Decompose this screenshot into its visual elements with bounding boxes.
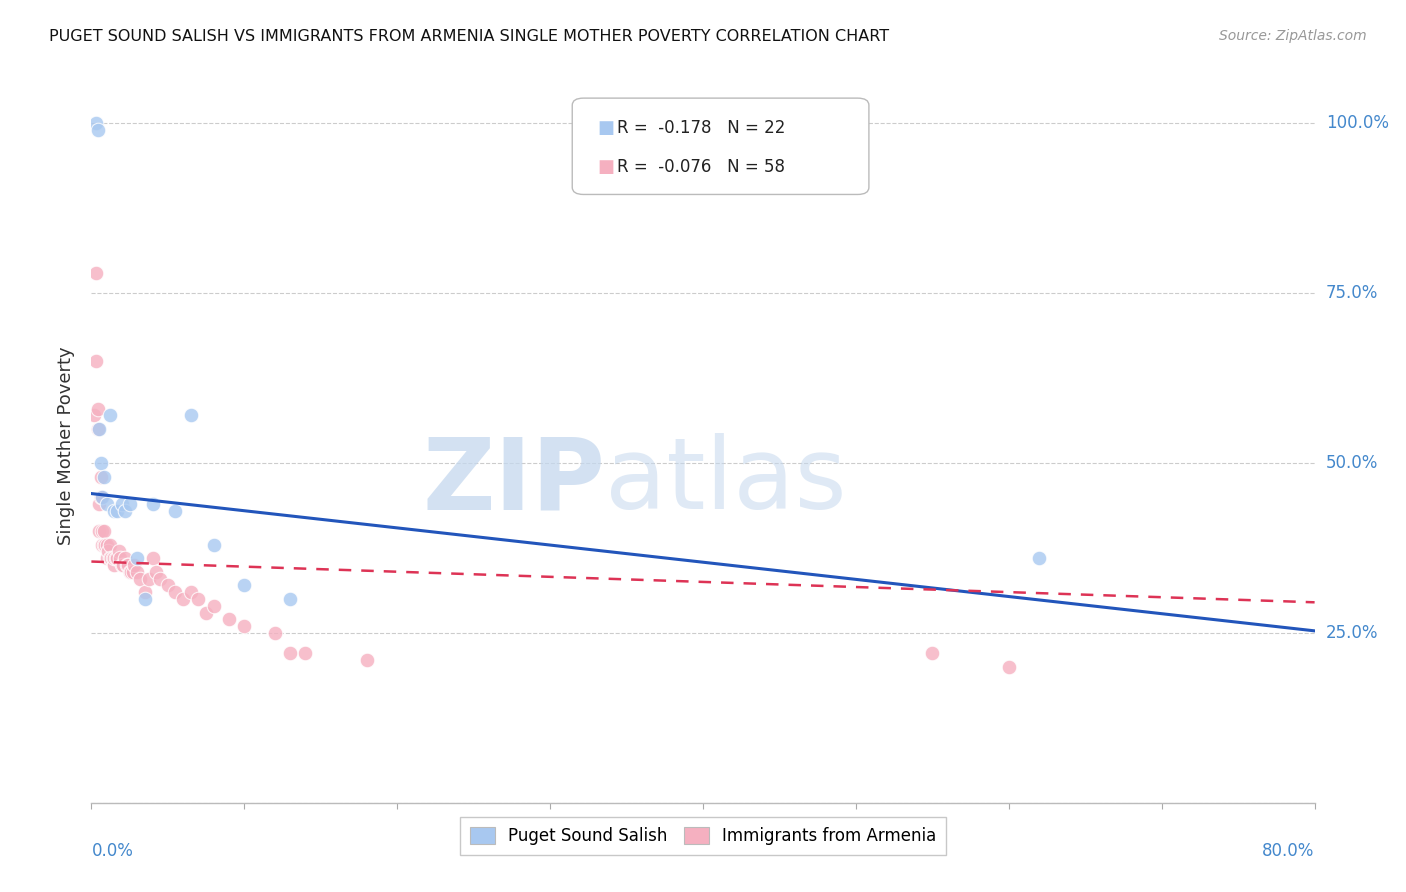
Point xyxy=(96,551,118,566)
Text: ■: ■ xyxy=(598,158,614,176)
Point xyxy=(134,585,156,599)
Point xyxy=(90,456,112,470)
Point xyxy=(84,354,107,368)
Point xyxy=(105,503,128,517)
Point xyxy=(112,558,135,572)
Point xyxy=(115,558,138,572)
Point xyxy=(180,409,202,423)
Point xyxy=(278,591,301,606)
Point xyxy=(111,558,134,572)
Text: 25.0%: 25.0% xyxy=(1326,624,1378,642)
Point xyxy=(1028,551,1050,566)
Point xyxy=(87,422,110,436)
Point xyxy=(120,565,142,579)
Point xyxy=(141,497,163,511)
Point xyxy=(114,551,136,566)
Point xyxy=(91,524,114,538)
Point xyxy=(233,619,256,633)
Point xyxy=(104,551,127,566)
Point xyxy=(202,537,225,551)
Point xyxy=(172,591,194,606)
Point xyxy=(86,123,108,137)
Text: R =  -0.178   N = 22: R = -0.178 N = 22 xyxy=(617,120,786,137)
Point xyxy=(96,497,118,511)
Point xyxy=(86,401,108,416)
Point xyxy=(90,490,112,504)
Point xyxy=(84,266,107,280)
Text: 100.0%: 100.0% xyxy=(1326,114,1389,132)
Point xyxy=(180,585,202,599)
Point xyxy=(127,565,149,579)
Point xyxy=(91,490,114,504)
Text: atlas: atlas xyxy=(605,434,846,530)
Point xyxy=(103,558,125,572)
Point xyxy=(921,646,943,660)
Point xyxy=(96,537,118,551)
Point xyxy=(138,572,160,586)
Point xyxy=(110,551,132,566)
Text: 50.0%: 50.0% xyxy=(1326,454,1378,472)
Point xyxy=(87,524,110,538)
Point xyxy=(141,551,163,566)
Point xyxy=(118,497,141,511)
Point xyxy=(165,585,187,599)
Point xyxy=(97,544,120,558)
Point xyxy=(105,551,128,566)
Point xyxy=(129,572,152,586)
Point xyxy=(83,409,105,423)
Point xyxy=(356,653,378,667)
Y-axis label: Single Mother Poverty: Single Mother Poverty xyxy=(58,347,76,545)
Point xyxy=(998,660,1021,674)
Point xyxy=(87,497,110,511)
Point xyxy=(121,565,143,579)
Point xyxy=(278,646,301,660)
Point xyxy=(118,565,141,579)
Text: ■: ■ xyxy=(598,120,614,137)
Point xyxy=(100,551,122,566)
Point xyxy=(202,599,225,613)
Point xyxy=(127,551,149,566)
Point xyxy=(156,578,179,592)
Text: 0.0%: 0.0% xyxy=(91,842,134,860)
Point xyxy=(233,578,256,592)
Text: 80.0%: 80.0% xyxy=(1263,842,1315,860)
Point xyxy=(98,537,121,551)
Point xyxy=(114,503,136,517)
Point xyxy=(122,558,145,572)
Text: PUGET SOUND SALISH VS IMMIGRANTS FROM ARMENIA SINGLE MOTHER POVERTY CORRELATION : PUGET SOUND SALISH VS IMMIGRANTS FROM AR… xyxy=(49,29,890,44)
Point xyxy=(103,503,125,517)
Point xyxy=(84,116,107,130)
Point xyxy=(264,626,287,640)
Text: ZIP: ZIP xyxy=(422,434,605,530)
Point xyxy=(90,469,112,483)
Legend: Puget Sound Salish, Immigrants from Armenia: Puget Sound Salish, Immigrants from Arme… xyxy=(460,817,946,855)
Point xyxy=(149,572,172,586)
Point xyxy=(93,524,115,538)
Point xyxy=(108,544,131,558)
Point xyxy=(195,606,218,620)
Point xyxy=(134,591,156,606)
Point xyxy=(94,537,117,551)
Text: 75.0%: 75.0% xyxy=(1326,284,1378,302)
Point xyxy=(111,497,134,511)
Point xyxy=(86,422,108,436)
Point xyxy=(117,558,139,572)
Point xyxy=(98,551,121,566)
Point xyxy=(187,591,209,606)
Point xyxy=(165,503,187,517)
Point xyxy=(218,612,240,626)
Point xyxy=(93,537,115,551)
Point xyxy=(91,537,114,551)
Point xyxy=(145,565,167,579)
Text: R =  -0.076   N = 58: R = -0.076 N = 58 xyxy=(617,158,785,176)
Point xyxy=(93,469,115,483)
Text: Source: ZipAtlas.com: Source: ZipAtlas.com xyxy=(1219,29,1367,43)
Point xyxy=(103,551,125,566)
Point xyxy=(294,646,316,660)
Point xyxy=(101,551,124,566)
Point xyxy=(98,409,121,423)
